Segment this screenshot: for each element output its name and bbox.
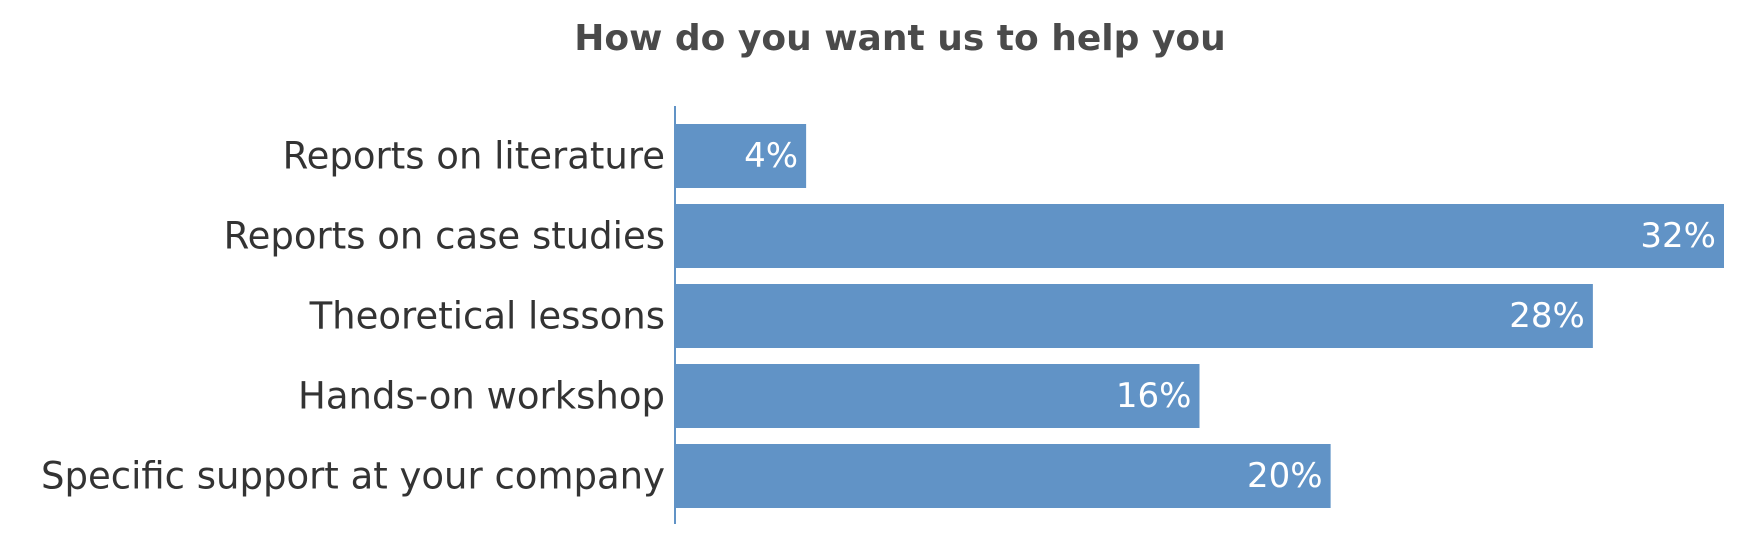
- value-labels-group: 4% 32% 28% 16% 20%: [744, 136, 1716, 496]
- value-label-reports-on-case-studies: 32%: [1640, 216, 1716, 256]
- bars-group: [675, 124, 1724, 508]
- bar-theoretical-lessons: [675, 284, 1593, 348]
- category-labels-group: Reports on literature Reports on case stu…: [41, 135, 665, 498]
- chart-title: How do you want us to help you: [574, 18, 1226, 59]
- value-label-reports-on-literature: 4%: [744, 136, 798, 176]
- bar-hands-on-workshop: [675, 364, 1200, 428]
- value-label-hands-on-workshop: 16%: [1116, 376, 1192, 416]
- category-label-reports-on-case-studies: Reports on case studies: [224, 215, 665, 258]
- category-label-theoretical-lessons: Theoretical lessons: [309, 295, 665, 338]
- value-label-specific-support-at-your-company: 20%: [1247, 456, 1323, 496]
- bar-specific-support-at-your-company: [675, 444, 1331, 508]
- category-label-specific-support-at-your-company: Specific support at your company: [41, 455, 665, 498]
- bar-reports-on-case-studies: [675, 204, 1724, 268]
- category-label-hands-on-workshop: Hands-on workshop: [298, 375, 665, 418]
- value-label-theoretical-lessons: 28%: [1509, 296, 1585, 336]
- category-label-reports-on-literature: Reports on literature: [283, 135, 665, 178]
- bar-reports-on-literature: [675, 124, 807, 188]
